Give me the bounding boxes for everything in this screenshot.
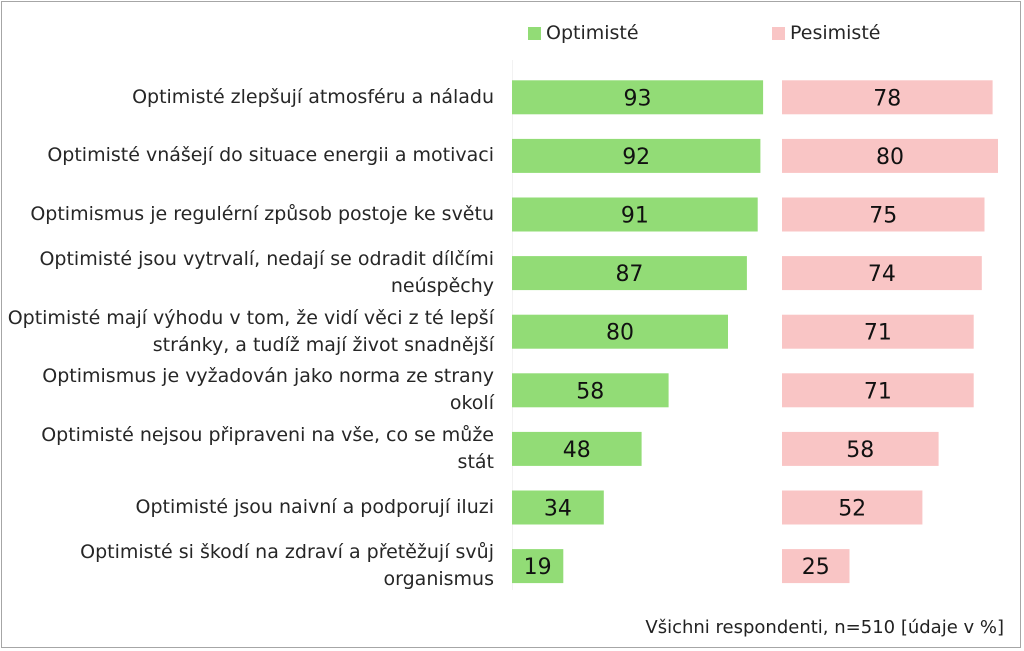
bar-pesimiste-6 xyxy=(782,431,939,466)
legend-label-pesimiste: Pesimisté xyxy=(790,22,881,44)
data-label-optimiste-1: 92 xyxy=(622,145,650,170)
data-label-pesimiste-3: 74 xyxy=(868,262,896,287)
category-label-4: Optimisté mají výhodu v tom, že vidí věc… xyxy=(7,306,494,356)
bar-optimiste-7 xyxy=(512,490,604,525)
bar-pesimiste-3 xyxy=(782,256,982,291)
sample-note: Všichni respondenti, n=510 [údaje v %] xyxy=(645,617,1004,638)
data-label-optimiste-3: 87 xyxy=(615,262,643,287)
bar-pesimiste-8 xyxy=(782,549,850,584)
category-label-3: Optimisté jsou vytrvalí, nedají se odrad… xyxy=(39,248,494,298)
data-label-optimiste-8: 19 xyxy=(524,555,552,580)
legend-item-optimiste: Optimisté xyxy=(528,22,639,44)
bar-pesimiste-2 xyxy=(782,197,985,232)
data-label-optimiste-0: 93 xyxy=(624,86,652,111)
bar-pesimiste-0 xyxy=(782,80,993,115)
data-label-optimiste-2: 91 xyxy=(621,204,649,229)
data-label-pesimiste-5: 71 xyxy=(864,379,892,404)
bar-pesimiste-5 xyxy=(782,373,974,408)
category-label-0: Optimisté zlepšují atmosféru a náladu xyxy=(132,85,494,108)
category-label-5: Optimismus je vyžadován jako norma ze st… xyxy=(42,365,494,415)
bar-optimiste-6 xyxy=(512,431,642,466)
data-label-pesimiste-0: 78 xyxy=(873,86,901,111)
bar-optimiste-8 xyxy=(512,549,564,584)
bar-optimiste-0 xyxy=(512,80,764,115)
bar-optimiste-3 xyxy=(512,256,747,291)
category-label-1: Optimisté vnášejí do situace energii a m… xyxy=(47,144,494,167)
data-label-optimiste-4: 80 xyxy=(606,321,634,346)
data-label-pesimiste-4: 71 xyxy=(864,321,892,346)
bar-pesimiste-7 xyxy=(782,490,923,525)
data-label-optimiste-5: 58 xyxy=(576,379,604,404)
bar-optimiste-1 xyxy=(512,138,761,173)
category-label-6: Optimisté nejsou připraveni na vše, co s… xyxy=(41,423,494,473)
legend-swatch-optimiste xyxy=(528,26,541,40)
bar-optimiste-5 xyxy=(512,373,669,408)
bar-optimiste-4 xyxy=(512,314,728,349)
data-label-pesimiste-2: 75 xyxy=(869,204,897,229)
data-label-optimiste-7: 34 xyxy=(544,497,572,522)
data-label-pesimiste-7: 52 xyxy=(838,497,866,522)
data-label-optimiste-6: 48 xyxy=(563,438,591,463)
bar-pesimiste-1 xyxy=(782,138,998,173)
data-label-pesimiste-8: 25 xyxy=(802,555,830,580)
data-label-pesimiste-6: 58 xyxy=(846,438,874,463)
legend-swatch-pesimiste xyxy=(772,26,785,40)
category-label-7: Optimisté jsou naivní a podporují iluzi xyxy=(135,496,494,518)
legend-label-optimiste: Optimisté xyxy=(546,22,639,44)
legend-item-pesimiste: Pesimisté xyxy=(772,22,880,44)
data-label-pesimiste-1: 80 xyxy=(876,145,904,170)
category-label-2: Optimismus je regulérní způsob postoje k… xyxy=(30,203,494,225)
bar-optimiste-2 xyxy=(512,197,758,232)
category-label-8: Optimisté si škodí na zdraví a přetěžují… xyxy=(80,541,494,591)
bar-pesimiste-4 xyxy=(782,314,974,349)
